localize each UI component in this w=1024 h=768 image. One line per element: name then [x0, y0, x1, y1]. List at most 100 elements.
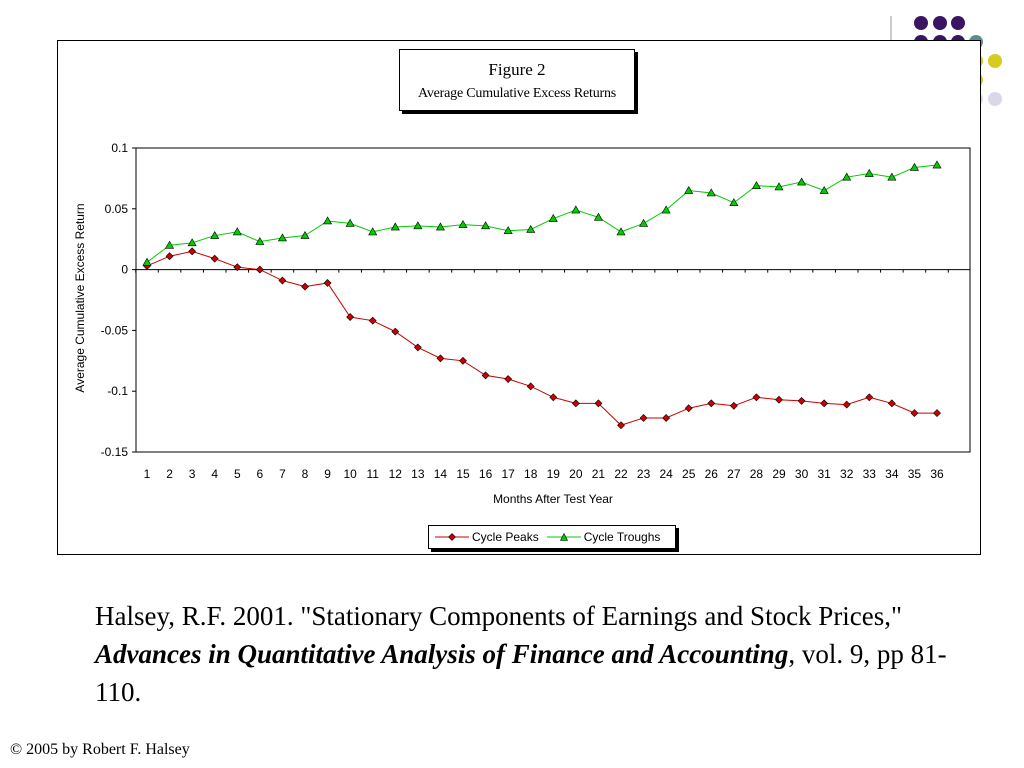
chart-subtitle: Average Cumulative Excess Returns	[417, 86, 617, 101]
x-tick-label: 13	[411, 467, 425, 481]
data-point	[775, 395, 783, 404]
x-tick-label: 3	[189, 467, 196, 481]
data-point	[368, 316, 377, 325]
x-tick-label: 1	[144, 467, 151, 481]
data-point	[819, 185, 829, 194]
data-point	[504, 375, 513, 383]
series-line	[146, 164, 938, 263]
data-point	[594, 399, 603, 408]
x-tick-label: 31	[817, 467, 831, 481]
y-tick-label: -0.1	[107, 384, 128, 398]
data-point	[413, 343, 422, 352]
x-tick-label: 17	[501, 467, 515, 481]
data-point	[165, 240, 175, 249]
data-point	[142, 257, 152, 266]
data-point	[255, 237, 265, 245]
data-point	[593, 212, 603, 221]
data-point	[323, 279, 332, 287]
x-tick-label: 12	[389, 467, 403, 481]
data-point	[752, 393, 761, 402]
data-point	[526, 224, 536, 233]
data-point	[887, 399, 896, 408]
legend-label-peaks: Cycle Peaks	[472, 530, 539, 544]
y-tick-label: -0.15	[101, 445, 129, 459]
series-cycle-troughs	[142, 160, 942, 266]
y-axis-label: Average Cumulative Excess Return	[73, 203, 87, 392]
chart-series	[142, 160, 942, 430]
legend-label-troughs: Cycle Troughs	[583, 530, 661, 544]
data-point	[707, 399, 716, 408]
data-point	[187, 238, 197, 247]
x-tick-label: 36	[930, 467, 944, 481]
legend-item-cycle-peaks: Cycle Peaks	[435, 530, 539, 544]
x-tick-label: 25	[682, 467, 696, 481]
data-point	[548, 213, 558, 222]
x-tick-label: 33	[863, 467, 877, 481]
x-tick-label: 23	[637, 467, 651, 481]
citation-journal: Advances in Quantitative Analysis of Fin…	[95, 639, 789, 669]
data-point	[391, 327, 400, 336]
data-point	[639, 414, 648, 422]
data-point	[300, 230, 310, 239]
data-point	[729, 198, 739, 207]
x-tick-label: 26	[705, 467, 719, 481]
data-point	[459, 356, 467, 365]
data-point	[503, 226, 513, 234]
chart-title-box: Figure 2 Average Cumulative Excess Retur…	[399, 49, 635, 111]
data-point	[188, 247, 197, 256]
x-tick-label: 2	[166, 467, 173, 481]
data-point	[571, 399, 580, 408]
x-tick-label: 28	[750, 467, 764, 481]
citation-details: , vol. 9, pp 81-110.	[95, 639, 947, 707]
legend-item-cycle-troughs: Cycle Troughs	[546, 530, 661, 544]
data-point	[661, 205, 671, 214]
x-tick-label: 32	[840, 467, 854, 481]
data-point	[458, 220, 468, 228]
series-line	[146, 250, 937, 426]
x-tick-label: 19	[547, 467, 561, 481]
data-point	[910, 409, 919, 418]
data-point	[346, 313, 355, 321]
data-point	[864, 168, 874, 177]
data-point	[277, 233, 287, 242]
data-point	[323, 216, 333, 225]
data-point	[729, 401, 738, 410]
data-point	[345, 218, 355, 227]
data-point	[751, 181, 761, 189]
plot-area	[135, 147, 971, 453]
data-point	[301, 282, 309, 291]
x-tick-label: 11	[366, 467, 379, 481]
data-point	[390, 222, 400, 231]
data-point	[933, 409, 941, 418]
data-point	[549, 393, 558, 402]
data-point	[255, 265, 264, 274]
x-tick-label: 27	[727, 467, 741, 481]
data-point	[706, 188, 716, 197]
x-tick-label: 29	[772, 467, 786, 481]
series-cycle-peaks	[143, 247, 941, 430]
x-tick-label: 8	[302, 467, 309, 481]
data-point	[865, 393, 874, 402]
data-point	[165, 252, 174, 261]
y-tick-label: 0.05	[105, 202, 129, 216]
data-point	[639, 218, 649, 227]
x-tick-label: 7	[279, 467, 286, 481]
y-tick-label: 0	[121, 263, 128, 277]
x-tick-label: 14	[434, 467, 448, 481]
data-point	[413, 221, 423, 230]
data-point	[210, 230, 220, 239]
x-tick-label: 16	[479, 467, 493, 481]
x-tick-label: 24	[659, 467, 673, 481]
y-tick-label: 0.1	[111, 141, 128, 155]
x-tick-label: 30	[795, 467, 809, 481]
data-point	[617, 421, 625, 430]
data-point	[368, 227, 378, 236]
citation-text: Halsey, R.F. 2001. "Stationary Component…	[95, 597, 975, 711]
x-tick-label: 34	[885, 467, 899, 481]
x-tick-label: 9	[324, 467, 331, 481]
data-point	[774, 182, 784, 191]
chart-frame	[57, 40, 981, 555]
data-point	[684, 404, 693, 413]
data-point	[616, 227, 626, 236]
